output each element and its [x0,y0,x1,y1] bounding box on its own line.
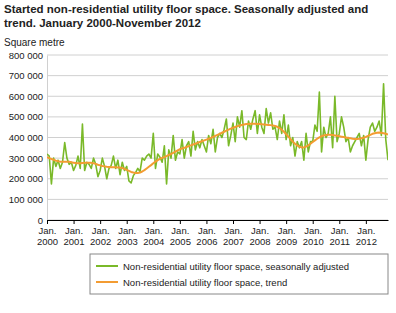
x-tick: Jan.2004 [143,220,164,247]
grid-line [47,96,388,97]
grid-line [47,55,388,56]
y-tick-label: 200 000 [9,173,43,184]
x-tick: Jan.2006 [196,220,217,247]
x-tick-mark [286,220,287,224]
y-tick: 700 000 [9,70,47,81]
x-axis-line [48,220,389,221]
y-axis-title: Square metre [4,37,65,48]
y-tick-label: 300 000 [9,153,43,164]
x-tick: Jan.2007 [223,220,244,247]
x-tick: Jan.2005 [170,220,191,247]
x-tick: Jan.2001 [64,220,85,247]
x-tick-label: Jan.2000 [37,225,58,247]
x-tick-label: Jan.2001 [64,225,85,247]
y-tick-label: 500 000 [9,111,43,122]
x-tick-mark [366,220,367,224]
y-tick: 100 000 [9,194,47,205]
x-tick: Jan.2009 [276,220,297,247]
y-axis-line [47,56,48,221]
x-tick-label: Jan.2009 [276,225,297,247]
x-tick: Jan.2010 [303,220,324,247]
y-tick: 800 000 [9,50,47,61]
x-tick: Jan.2003 [117,220,138,247]
x-tick-label: Jan.2011 [330,225,350,247]
x-tick-mark [153,220,154,224]
x-tick-mark [47,220,48,224]
x-tick-label: Jan.2006 [196,225,217,247]
x-tick-mark [74,220,75,224]
x-tick-mark [260,220,261,224]
x-tick-label: Jan.2007 [223,225,244,247]
x-tick-mark [127,220,128,224]
grid-line [47,178,388,179]
x-tick: Jan.2000 [37,220,58,247]
grid-line [47,199,388,200]
y-axis: 0100 000200 000300 000400 000500 000600 … [9,50,48,226]
grid-line [47,220,388,221]
legend-label: Non-residential utility floor space, tre… [123,277,287,288]
x-tick-label: Jan.2004 [143,225,164,247]
x-tick: Jan.2012 [356,220,377,247]
legend-swatch [96,281,118,283]
legend: Non-residential utility floor space, sea… [90,254,388,294]
x-tick-mark [313,220,314,224]
y-tick-label: 100 000 [9,194,43,205]
x-tick-mark [233,220,234,224]
legend-label: Non-residential utility floor space, sea… [123,261,349,272]
x-tick: Jan.2011 [330,220,350,247]
grid-line [47,75,388,76]
x-tick: Jan.2002 [90,220,111,247]
x-tick-label: Jan.2003 [117,225,138,247]
chart: Started non-residential utility floor sp… [0,0,396,313]
title: Started non-residential utility floor sp… [4,3,368,29]
legend-box [90,254,388,294]
x-axis: Jan.2000 Jan.2001Jan.2002 Jan.2003Jan.2004… [37,220,389,247]
series-line [47,84,388,184]
y-tick-label: 800 000 [9,50,43,61]
x-tick-label: Jan.2002 [90,225,111,247]
series-line [47,124,388,173]
x-tick: Jan.2008 [250,220,271,247]
x-tick-mark [180,220,181,224]
legend-swatch [96,265,118,267]
y-tick: 600 000 [9,91,47,102]
y-tick-label: 700 000 [9,70,43,81]
x-tick-label: Jan.2008 [250,225,271,247]
grid [47,55,388,220]
grid-line [47,116,388,117]
x-tick-mark [339,220,340,224]
y-tick: 300 000 [9,153,47,164]
y-tick: 200 000 [9,173,47,184]
grid-line [47,158,388,159]
y-tick-label: 600 000 [9,91,43,102]
y-tick: 500 000 [9,111,47,122]
x-tick-label: Jan.2005 [170,225,191,247]
x-tick-label: Jan.2012 [356,225,377,247]
x-tick-label: Jan.2010 [303,225,324,247]
y-tick: 400 000 [9,132,47,143]
x-tick-mark [206,220,207,224]
plot-area [47,84,388,184]
y-tick-label: 400 000 [9,132,43,143]
x-tick-mark [100,220,101,224]
